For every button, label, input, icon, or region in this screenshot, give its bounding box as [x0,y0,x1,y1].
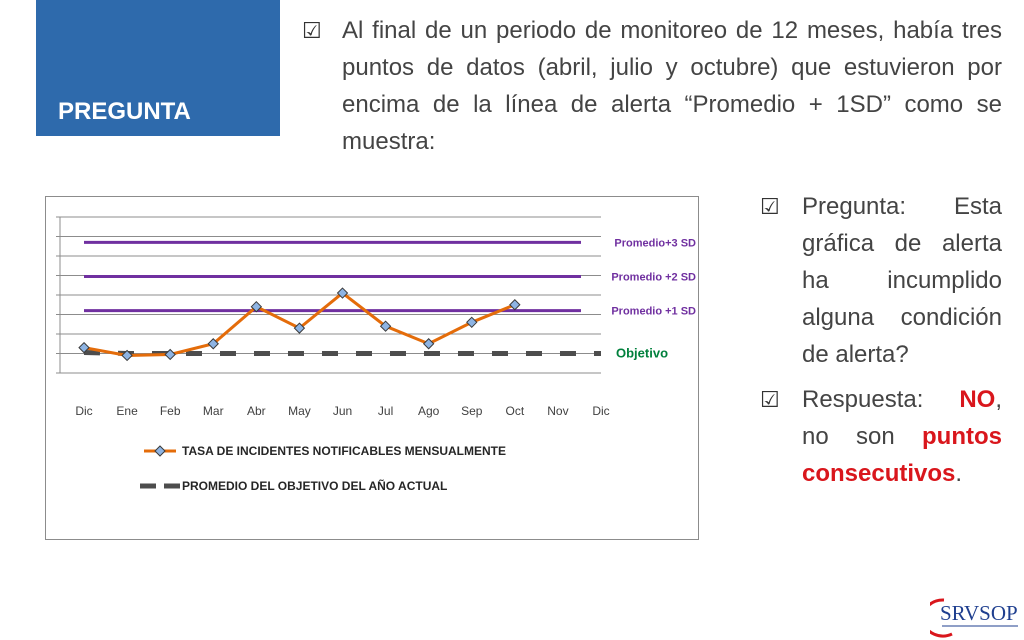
legend-rate-label: TASA DE INCIDENTES NOTIFICABLES MENSUALM… [182,444,506,458]
checkbox-icon: ☑ [760,194,780,219]
rate-point [379,320,392,332]
answer-comma: , [995,386,1002,413]
rate-point [207,338,219,350]
rate-point [466,316,478,329]
answer-item: ☑ Respuesta: NO, no son puntos consecuti… [760,381,1002,492]
legend-rate-marker [154,445,166,457]
question-item: ☑ Pregunta: Esta gráfica de alerta ha in… [760,188,1002,373]
rate-point [78,341,90,354]
answer-no: NO [959,386,996,413]
alert-line-label: Promedio+3 SD [614,237,696,249]
answer-period: . [955,460,963,487]
question-panel: ☑ Pregunta: Esta gráfica de alerta ha in… [760,188,1002,492]
rate-point [293,322,306,334]
target-label: Objetivo [616,346,668,361]
chart-canvas: Promedio+3 SD Promedio +2 SD Promedio +1 S… [56,216,696,493]
intro-text: Al final de un periodo de monitoreo de 1… [342,17,1002,155]
x-tick-label: Jul [378,404,393,418]
intro-statement: ☑ Al final de un periodo de monitoreo de… [302,12,1002,160]
x-tick-label: Abr [247,404,266,418]
section-tag-label: PREGUNTA [58,98,191,125]
section-tag: PREGUNTA [36,0,280,136]
x-tick-label: Jun [333,404,352,418]
srvsop-logo-icon: SRVSOP [930,598,1018,638]
logo-text: SRVSOP [940,601,1018,625]
rate-point [422,338,435,350]
answer-text: Respuesta: NO, no son puntos consecutivo… [802,381,1002,492]
rate-point [164,348,176,361]
answer-middle: no son [802,423,923,450]
answer-emphasis: puntos consecutivos [802,423,1002,487]
legend-target-label: PROMEDIO DEL OBJETIVO DEL AÑO ACTUAL [182,478,447,493]
x-tick-label: Oct [505,404,524,418]
x-tick-label: Mar [203,404,224,418]
alert-line-label: Promedio +1 SD [611,306,696,318]
x-tick-label: May [288,404,311,418]
alert-line-label: Promedio +2 SD [611,271,696,283]
rate-point [250,300,263,313]
x-tick-label: Feb [160,404,181,418]
x-tick-label: Sep [461,404,483,418]
rate-point [121,349,133,362]
question-text: Pregunta: Esta gráfica de alerta ha incu… [802,193,1002,368]
answer-prefix: Respuesta: [802,386,960,413]
x-tick-label: Dic [592,404,609,418]
x-tick-label: Dic [75,404,92,418]
x-tick-label: Ene [116,404,138,418]
alert-chart: Promedio+3 SD Promedio +2 SD Promedio +1 S… [45,196,699,540]
checkbox-icon: ☑ [302,18,322,43]
logo-swoosh-icon [930,598,953,638]
rate-point [509,299,521,311]
checkbox-icon: ☑ [760,387,780,412]
x-tick-label: Nov [547,404,568,418]
rate-point [336,287,349,299]
x-tick-label: Ago [418,404,440,418]
